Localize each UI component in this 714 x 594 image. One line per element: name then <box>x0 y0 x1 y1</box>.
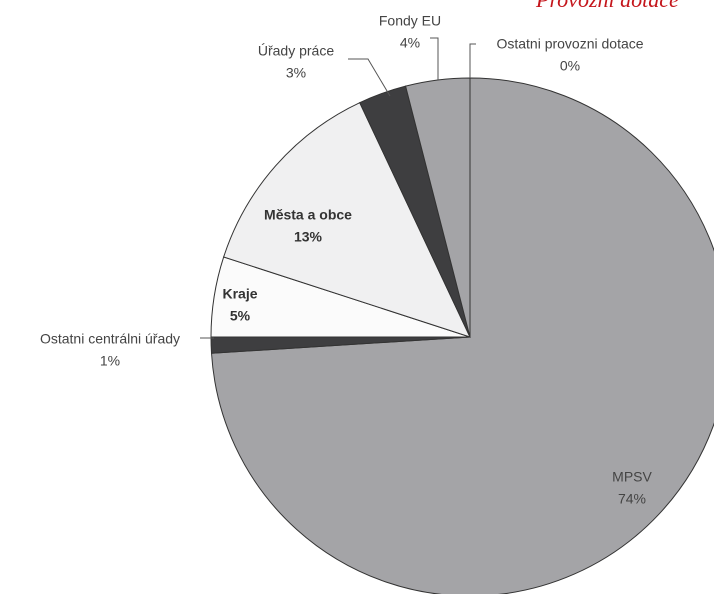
value-label: 3% <box>286 65 306 81</box>
value-label: 5% <box>230 308 251 324</box>
chart-title: Provozní dotace <box>535 0 679 12</box>
value-label: 0% <box>560 58 580 74</box>
slice-label: Úřady práce <box>258 43 334 59</box>
slice-label: MPSV <box>612 469 652 485</box>
value-label: 74% <box>618 491 646 507</box>
value-label: 13% <box>294 229 323 245</box>
leader-line <box>430 37 439 80</box>
slice-label: Ostatni provozni dotace <box>496 36 643 52</box>
pie-slice <box>223 101 471 338</box>
slice-label: Kraje <box>222 286 257 302</box>
slice-label: Ostatni centrálni úřady <box>40 331 180 347</box>
slice-label: Města a obce <box>264 207 352 223</box>
leader-line <box>348 58 391 97</box>
value-label: 1% <box>100 353 120 369</box>
value-label: 4% <box>400 35 420 51</box>
pie-slice <box>210 77 714 594</box>
slice-label: Fondy EU <box>379 13 441 29</box>
leader-line <box>469 43 476 78</box>
